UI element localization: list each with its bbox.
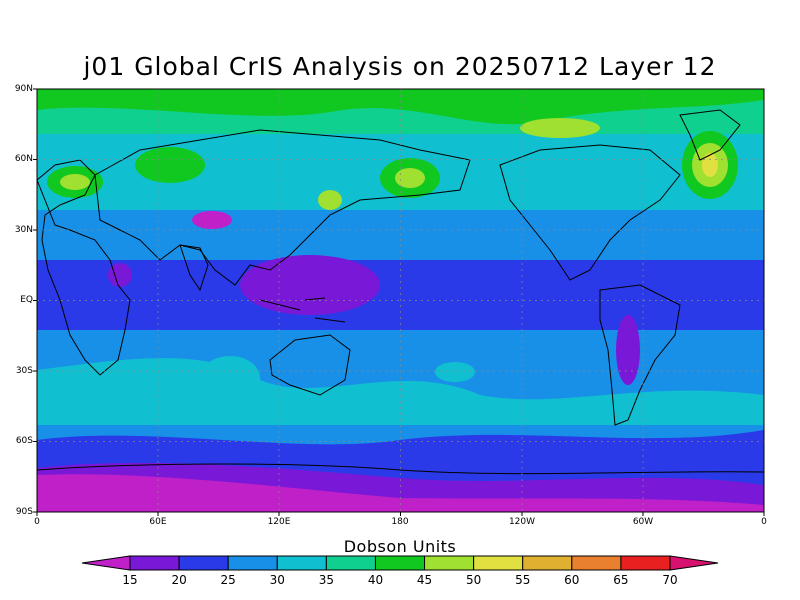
map-title: j01 Global CrIS Analysis on 20250712 Lay…: [83, 52, 717, 81]
colorbar-level-label: 70: [662, 573, 678, 587]
colorbar-level-label: 50: [465, 573, 482, 587]
lat-tick-label: 90N: [14, 84, 33, 94]
graticule: [37, 89, 764, 512]
colorbar-level-label: 15: [122, 573, 138, 587]
colorbar-level-label: 55: [515, 573, 531, 587]
colorbar-title: Dobson Units: [343, 537, 457, 556]
axis-ticks: [33, 88, 765, 516]
colorbar-level-label: 65: [613, 573, 629, 587]
lat-tick-label: EQ: [20, 295, 33, 305]
lon-tick-label: 120E: [267, 517, 291, 527]
lon-tick-label: 180: [391, 517, 409, 527]
lon-tick-label: 0: [34, 517, 40, 527]
colorbar-level-label: 40: [367, 573, 384, 587]
lat-tick-label: 60S: [15, 436, 33, 446]
lon-tick-label: 60W: [632, 517, 654, 527]
coastlines: [37, 109, 764, 475]
colorbar-level-label: 45: [416, 573, 433, 587]
colorbar-level-label: 35: [318, 573, 334, 587]
lon-tick-label: 120W: [508, 517, 536, 527]
lon-tick-label: 60E: [149, 517, 167, 527]
lat-tick-label: 60N: [14, 154, 33, 164]
colorbar-level-label: 20: [171, 573, 187, 587]
colorbar-level-label: 30: [269, 573, 285, 587]
lat-tick-label: 30S: [15, 366, 33, 376]
lat-tick-label: 30N: [14, 225, 33, 235]
colorbar-level-label: 25: [220, 573, 236, 587]
lat-tick-label: 90S: [15, 507, 33, 517]
colorbar-level-label: 60: [564, 573, 580, 587]
lon-tick-label: 0: [761, 517, 767, 527]
